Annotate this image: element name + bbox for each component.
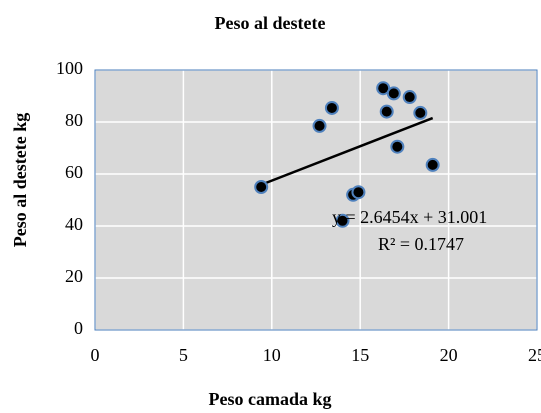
trendline	[260, 116, 434, 186]
plot-border	[94, 69, 538, 331]
x-axis-title: Peso camada kg	[209, 389, 332, 409]
chart-title: Peso al destete	[215, 13, 326, 33]
y-tick-label: 100	[56, 58, 83, 78]
x-tick-label: 15	[351, 345, 369, 365]
y-tick-label: 40	[65, 214, 83, 234]
x-tick-label: 25	[528, 345, 541, 365]
point	[254, 180, 269, 194]
y-axis-title: Peso al destete kg	[10, 113, 30, 247]
point	[413, 105, 428, 120]
x-tick-label: 20	[440, 345, 458, 365]
point	[425, 157, 440, 172]
plot-area	[95, 70, 537, 330]
point	[379, 104, 394, 119]
x-tick-label: 0	[91, 345, 100, 365]
point	[402, 90, 417, 105]
x-tick-label: 5	[179, 345, 188, 365]
y-tick-label: 20	[65, 266, 83, 286]
point	[390, 139, 405, 154]
trendline-equation: y = 2.6454x + 31.001	[332, 207, 487, 227]
y-tick-label: 60	[65, 162, 83, 182]
point	[324, 100, 339, 115]
point	[351, 185, 366, 200]
y-tick-label: 80	[65, 110, 83, 130]
y-tick-label: 0	[74, 318, 83, 338]
x-tick-label: 10	[263, 345, 281, 365]
point	[386, 86, 401, 101]
point	[335, 213, 350, 228]
trendline-r2: R² = 0.1747	[378, 234, 464, 254]
point	[312, 118, 327, 133]
